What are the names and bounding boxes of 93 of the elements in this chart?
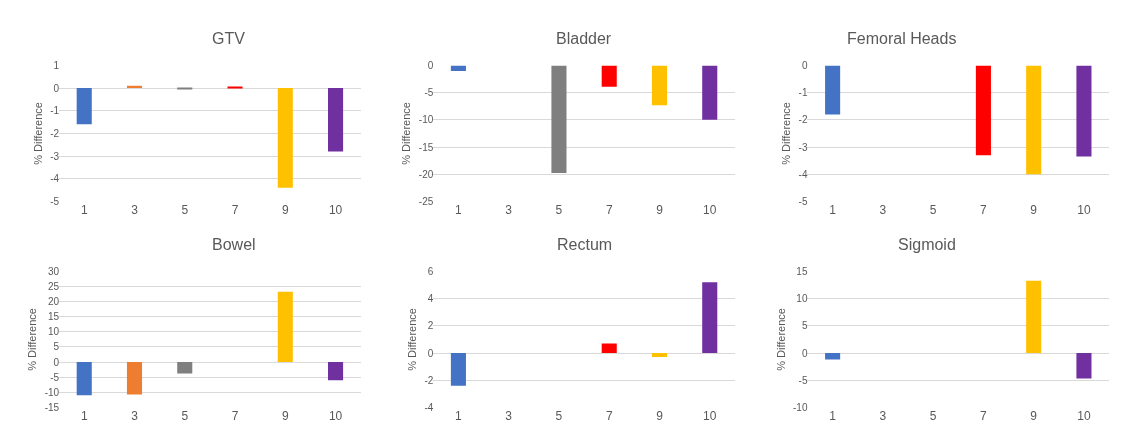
x-tick-label: 9 [656, 409, 664, 424]
x-tick-label: 7 [231, 409, 239, 424]
x-tick-label: 9 [1030, 409, 1038, 424]
y-tick-label: -5 [424, 87, 434, 99]
y-tick-label: -2 [798, 114, 808, 126]
y-axis-title: % Difference [406, 308, 419, 371]
y-tick-label: 25 [47, 281, 60, 293]
x-tick-label: 5 [555, 203, 563, 218]
x-tick-label: 7 [231, 203, 239, 218]
bar [651, 353, 668, 358]
x-tick-label: 3 [131, 409, 139, 424]
x-tick-label: 1 [80, 409, 88, 424]
y-tick-label: 5 [53, 341, 60, 353]
y-tick-label: -3 [50, 150, 60, 162]
y-tick-label: 0 [801, 347, 808, 359]
y-tick-label: 20 [47, 296, 60, 308]
y-tick-label: -5 [50, 195, 60, 207]
x-tick-label: 3 [505, 203, 513, 218]
y-tick-label: 0 [801, 59, 808, 71]
x-tick-label: 1 [829, 409, 837, 424]
y-tick-label: -4 [50, 173, 60, 185]
y-tick-label: -10 [793, 401, 808, 413]
x-tick-label: 10 [328, 203, 343, 218]
y-axis-title: % Difference [31, 102, 44, 165]
y-tick-label: 0 [53, 356, 60, 368]
chart-title: Bowel [212, 236, 256, 253]
x-tick-label: 1 [80, 203, 88, 218]
y-tick-label: -1 [798, 87, 808, 99]
y-tick-label: 15 [47, 311, 60, 323]
bar [601, 343, 617, 354]
x-tick-label: 5 [181, 203, 189, 218]
y-tick-label: -5 [798, 374, 808, 386]
chart-title: Bladder [556, 30, 612, 47]
y-tick-label: -20 [418, 168, 434, 180]
x-tick-label: 7 [980, 203, 988, 218]
x-tick-label: 1 [829, 203, 837, 218]
chart-title: GTV [212, 30, 246, 47]
x-tick-label: 5 [181, 409, 189, 424]
y-tick-label: -1 [50, 105, 60, 117]
y-tick-label: 5 [801, 320, 808, 332]
y-axis-title: % Difference [780, 102, 793, 165]
x-tick-label: 3 [879, 203, 887, 218]
y-tick-label: -10 [44, 386, 60, 398]
y-tick-label: 2 [427, 320, 434, 332]
y-tick-label: 6 [427, 265, 434, 277]
y-tick-label: -25 [418, 195, 434, 207]
y-axis-title: % Difference [400, 102, 413, 165]
x-tick-label: 10 [1077, 203, 1091, 218]
x-tick-label: 9 [281, 203, 289, 218]
y-tick-label: 15 [796, 265, 808, 277]
chart-title: Sigmoid [898, 236, 956, 253]
x-tick-label: 7 [980, 409, 988, 424]
y-tick-label: -15 [418, 141, 434, 153]
x-tick-label: 9 [1030, 203, 1038, 218]
x-tick-label: 9 [656, 203, 664, 218]
x-tick-label: 3 [131, 203, 139, 218]
chart-title: Rectum [557, 236, 613, 253]
x-tick-label: 5 [555, 409, 563, 424]
x-tick-label: 5 [929, 409, 937, 424]
y-tick-label: -5 [50, 371, 60, 383]
y-tick-label: -10 [418, 114, 434, 126]
y-tick-label: -3 [798, 141, 808, 153]
x-tick-label: 7 [605, 203, 613, 218]
bar [702, 282, 718, 354]
x-tick-label: 10 [1077, 409, 1091, 424]
y-tick-label: -2 [50, 127, 60, 139]
x-tick-label: 10 [328, 409, 343, 424]
y-tick-label: -4 [424, 401, 434, 413]
x-tick-label: 3 [879, 409, 887, 424]
y-tick-label: 0 [427, 59, 434, 71]
y-tick-label: -5 [798, 195, 808, 207]
y-tick-label: -4 [798, 168, 808, 180]
x-tick-label: 10 [703, 409, 717, 424]
y-tick-label: 10 [796, 293, 808, 305]
y-axis-title: % Difference [774, 308, 787, 371]
y-tick-label: 0 [53, 82, 60, 94]
y-tick-label: 0 [427, 347, 434, 359]
x-tick-label: 1 [455, 409, 463, 424]
y-tick-label: 30 [47, 265, 60, 277]
x-tick-label: 7 [605, 409, 613, 424]
x-tick-label: 3 [505, 409, 513, 424]
y-axis-title: % Difference [26, 308, 39, 371]
x-tick-label: 10 [703, 203, 717, 218]
bar [450, 353, 466, 386]
x-tick-label: 5 [929, 203, 937, 218]
x-tick-label: 1 [455, 203, 463, 218]
y-tick-label: -2 [424, 374, 434, 386]
y-tick-label: 4 [427, 293, 434, 305]
x-tick-label: 9 [281, 409, 289, 424]
y-tick-label: 1 [53, 59, 60, 71]
y-tick-label: 10 [47, 326, 60, 338]
chart-title: Femoral Heads [847, 30, 957, 47]
y-tick-label: -15 [44, 401, 60, 413]
